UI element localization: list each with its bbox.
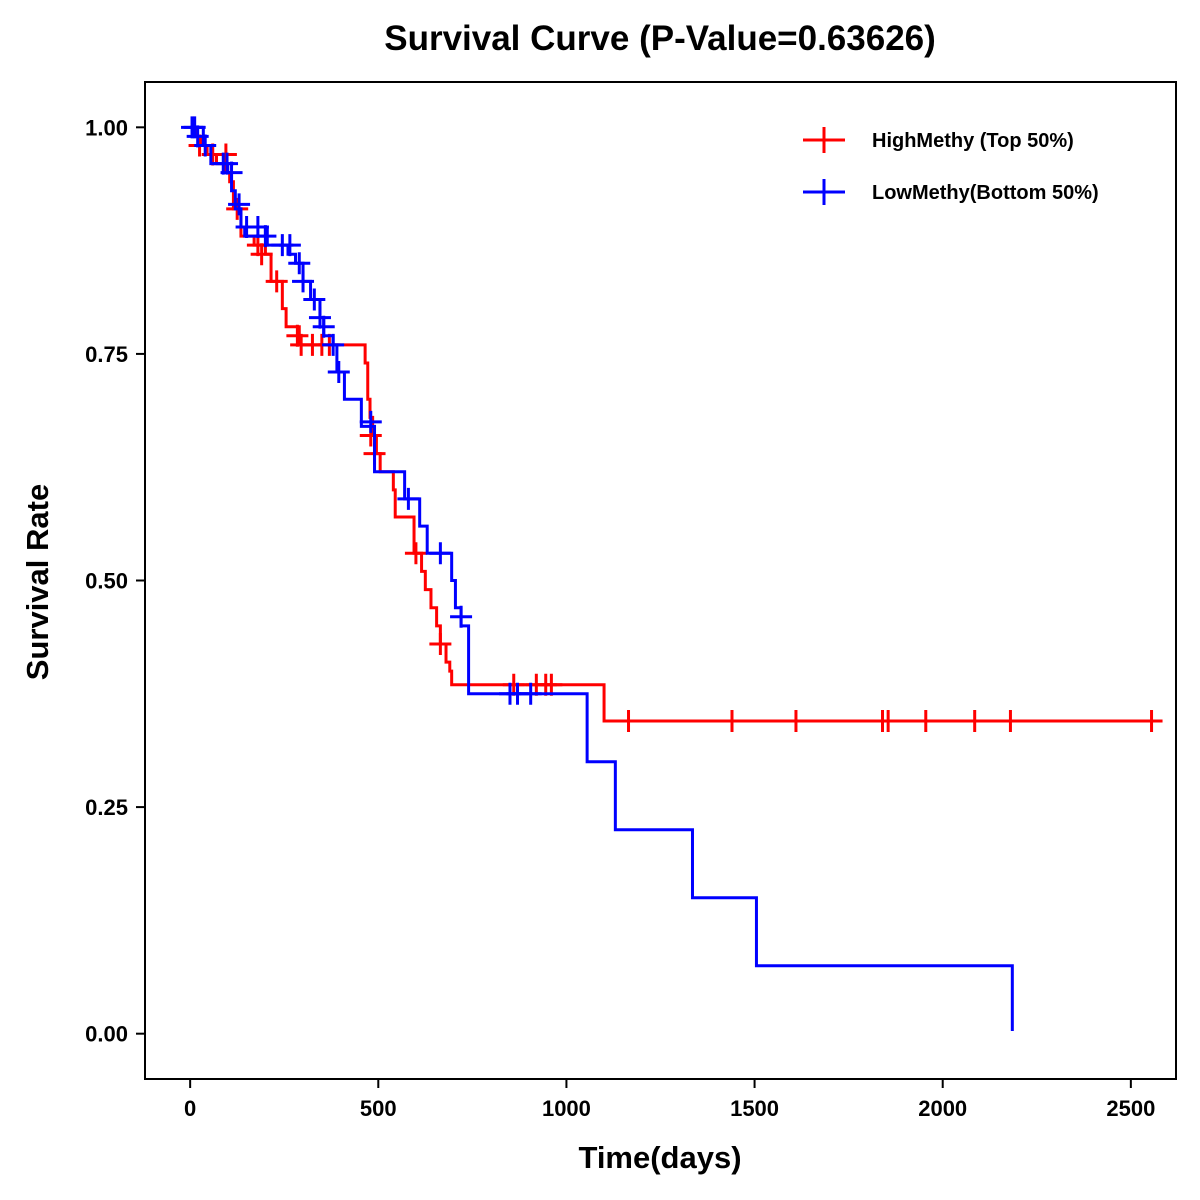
survival-step-line [190,125,1014,1031]
censor-mark [265,270,288,293]
censor-mark [720,709,743,732]
censor-mark [784,709,807,732]
censor-mark [194,134,217,157]
censor-mark [519,682,542,705]
y-tick-label: 0.75 [85,342,128,367]
legend-item: LowMethy(Bottom 50%) [803,179,1099,205]
series-1 [181,116,1014,1031]
survival-step-line [190,125,1154,723]
censor-mark [278,234,301,257]
y-axis-label: Survival Rate [20,484,55,680]
legend-label: LowMethy(Bottom 50%) [872,182,1099,204]
legend-item: HighMethy (Top 50%) [803,127,1074,153]
censor-mark [308,306,331,329]
censor-mark [359,410,382,433]
censor-mark [450,605,473,628]
y-tick-label: 0.25 [85,795,128,820]
y-tick-label: 1.00 [85,115,128,140]
censor-mark [1140,709,1163,732]
y-axis: 0.00 0.25 0.50 0.75 1.00 [85,115,145,1047]
x-tick-label: 2000 [918,1096,967,1121]
x-tick-label: 0 [184,1096,196,1121]
censor-mark [220,161,243,184]
x-axis-label: Time(days) [578,1140,741,1175]
x-tick-label: 1500 [730,1096,779,1121]
censor-mark [303,288,326,311]
censor-mark [502,673,525,696]
censor-mark [963,709,986,732]
censor-mark [288,252,311,275]
plot-frame [144,81,1177,1080]
legend: HighMethy (Top 50%) LowMethy(Bottom 50%) [803,127,1099,205]
censor-mark [183,116,206,139]
censor-mark [286,324,309,347]
y-tick-label: 0.50 [85,569,128,594]
x-axis: 0 500 1000 1500 2000 2500 [184,1079,1155,1121]
x-tick-label: 1000 [542,1096,591,1121]
censor-mark [292,270,315,293]
censor-mark [250,243,273,266]
censor-mark [397,487,420,510]
x-tick-label: 500 [360,1096,397,1121]
x-tick-label: 2500 [1106,1096,1155,1121]
censor-mark [429,542,452,565]
y-tick-label: 0.00 [85,1022,128,1047]
censor-mark [327,361,350,384]
censor-mark [228,193,251,216]
censor-mark [914,709,937,732]
censor-mark [312,315,335,338]
legend-label: HighMethy (Top 50%) [872,130,1074,152]
chart-title: Survival Curve (P-Value=0.63626) [384,19,936,58]
censor-mark [877,709,900,732]
censor-mark [216,152,239,175]
censor-mark [322,333,345,356]
series-layer [181,116,1163,1031]
censor-mark [540,673,563,696]
censor-mark [999,709,1022,732]
censor-mark [254,225,277,248]
censor-mark [617,709,640,732]
series-0 [188,125,1163,732]
censor-mark [429,632,452,655]
censor-mark [404,542,427,565]
